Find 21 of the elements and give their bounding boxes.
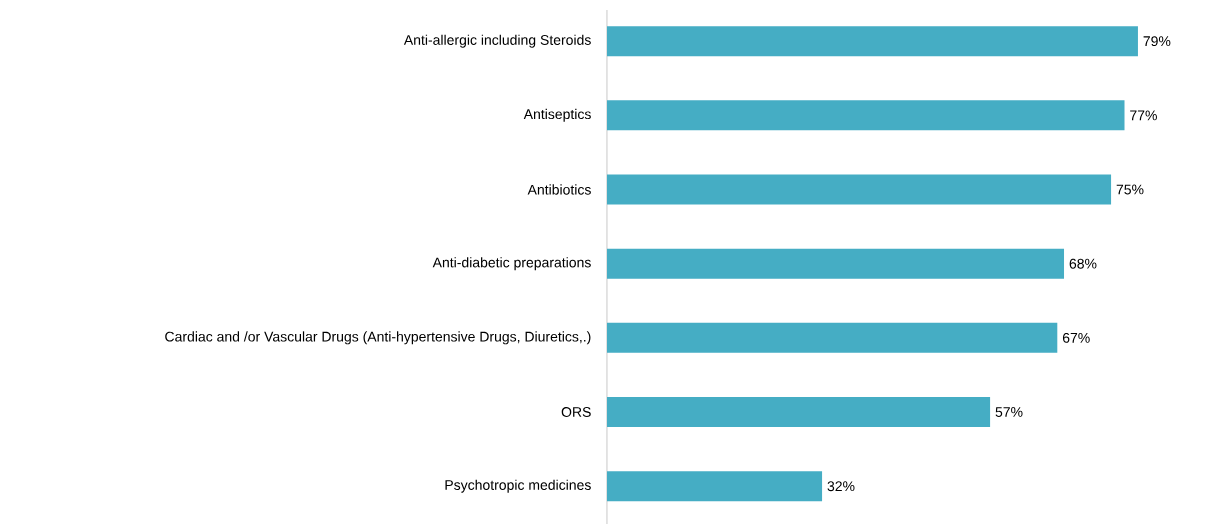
y-tick-label: Anti-diabetic preparations	[432, 257, 591, 271]
bar	[607, 322, 1058, 353]
y-tick-label: Cardiac and /or Vascular Drugs (Anti-hypertensive Drugs, Diuretics,.)	[165, 331, 591, 345]
bar	[607, 471, 823, 502]
y-tick-label: Anti-allergic including Steroids	[403, 34, 591, 48]
data-label: 77%	[1130, 110, 1157, 121]
y-tick-label: Antibiotics	[527, 184, 591, 195]
bar	[607, 396, 991, 427]
y-tick-label: Psychotropic medicines	[445, 479, 591, 493]
bar	[607, 100, 1125, 131]
data-label: 68%	[1069, 258, 1097, 269]
bar	[607, 26, 1138, 57]
y-tick-label: ORS	[561, 406, 591, 417]
data-label: 57%	[995, 406, 1023, 417]
bar	[607, 248, 1065, 279]
data-label: 67%	[1062, 332, 1090, 343]
bar	[607, 174, 1112, 205]
data-label: 32%	[827, 481, 855, 492]
y-tick-label: Antiseptics	[523, 108, 591, 122]
data-label: 79%	[1143, 36, 1171, 46]
data-label: 75%	[1116, 184, 1144, 195]
